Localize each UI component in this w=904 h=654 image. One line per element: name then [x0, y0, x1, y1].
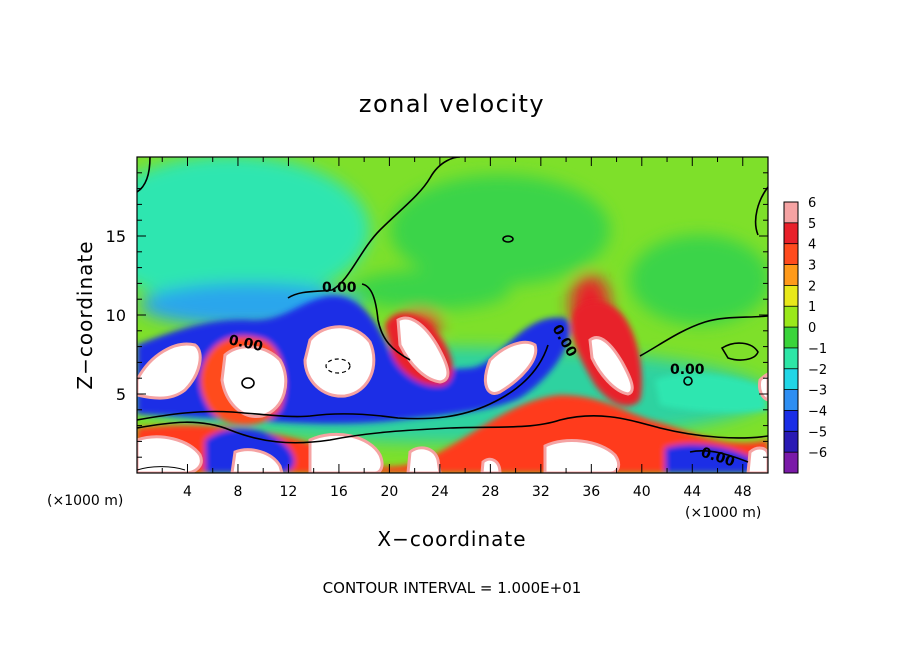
y-tick-label: 10 — [106, 306, 126, 325]
x-tick-label: 48 — [734, 484, 752, 500]
y-axis: 5 10 15 — [106, 172, 768, 458]
x-tick-label: 12 — [280, 484, 298, 500]
contour-right-edge — [754, 186, 768, 236]
x-axis: 4 8 12 16 20 24 28 32 36 40 44 48 — [161, 157, 752, 500]
contour-zero-upper-b — [361, 283, 411, 361]
colorbar-label: 0 — [808, 321, 816, 336]
x-tick-label: 32 — [532, 484, 550, 500]
white-cell-9 — [230, 448, 284, 473]
cyan-patch-right — [655, 373, 768, 413]
colorbar-label: −5 — [808, 425, 827, 440]
contour-lower-right — [689, 450, 749, 463]
colorbar-label: −6 — [808, 446, 827, 461]
colorbar-swatch — [784, 431, 798, 453]
blue-cell-right — [665, 444, 755, 473]
x-tick-label: 4 — [183, 484, 192, 500]
contour-zero-right — [639, 315, 768, 357]
colorbar-swatch — [784, 264, 798, 286]
white-cells — [137, 316, 768, 473]
contour-interval-text: CONTOUR INTERVAL = 1.000E+01 — [323, 579, 582, 597]
contour-right-blobs — [720, 342, 759, 361]
chart-title: zonal velocity — [359, 90, 545, 118]
contour-label: 0.00 — [227, 332, 264, 355]
colorbar-swatch — [784, 306, 798, 328]
white-cell-6 — [588, 336, 634, 396]
contour-bottom-left — [137, 466, 186, 471]
colorbar-swatch — [784, 243, 798, 266]
contour-zero-low — [137, 344, 549, 421]
white-cell-5 — [484, 340, 538, 395]
contour-zero-upper — [287, 157, 461, 299]
colorbar-label: 1 — [808, 300, 816, 315]
field-mid-green — [350, 270, 510, 310]
field-center-green — [390, 175, 610, 285]
contour-small-loop-1 — [502, 235, 514, 243]
white-cell-1 — [137, 342, 202, 400]
colorbar-label: −2 — [808, 363, 827, 378]
colorbar-swatch — [784, 389, 798, 411]
colorbar-label: 4 — [808, 238, 816, 253]
colorbar-swatch — [784, 327, 798, 349]
y-tick-label: 15 — [106, 227, 126, 246]
colorbar-swatch — [784, 285, 798, 307]
colorbar-label: 3 — [808, 259, 816, 274]
colorbar-label: −1 — [808, 342, 827, 357]
x-tick-label: 36 — [582, 484, 600, 500]
contour-small-loop-3 — [683, 376, 693, 386]
contour-left-edge — [137, 157, 151, 193]
colorbar-label: 6 — [808, 196, 816, 211]
x-tick-label: 8 — [233, 484, 242, 500]
contour-label: 0.00 — [670, 362, 705, 378]
colorbar-label: 5 — [808, 217, 816, 232]
plot-area: 0.00 0.00 0.00 0.00 0.00 — [137, 157, 768, 473]
z-unit-label: (×1000 m) — [685, 505, 761, 521]
colorbar-swatch — [784, 452, 798, 474]
contour-dashed-loop — [325, 358, 351, 374]
x-tick-label: 20 — [380, 484, 398, 500]
white-cell-3 — [303, 325, 376, 398]
colorbar-swatch — [784, 368, 798, 391]
contour-lines — [137, 157, 768, 471]
x-tick-label: 28 — [481, 484, 499, 500]
white-cell-14 — [746, 446, 768, 473]
colorbar-swatch — [784, 222, 798, 245]
field-right-green — [630, 235, 768, 325]
x-tick-label: 40 — [633, 484, 651, 500]
x-tick-label: 44 — [683, 484, 701, 500]
colorbar-swatch — [784, 202, 798, 224]
y-axis-label: Z−coordinate — [73, 240, 97, 389]
colorbar-swatch — [784, 347, 798, 370]
x-tick-label: 16 — [330, 484, 348, 500]
contour-small-loop-2 — [241, 377, 255, 389]
white-cell-4 — [396, 316, 450, 384]
colorbar-label: −4 — [808, 404, 827, 419]
colorbar-label: 2 — [808, 279, 816, 294]
contour-label: 0.00 — [322, 280, 357, 296]
x-tick-label: 24 — [431, 484, 449, 500]
colorbar-swatch — [784, 410, 798, 432]
field-upper-left-cyan — [137, 157, 370, 305]
x-unit-label: (×1000 m) — [47, 493, 123, 509]
y-tick-label: 5 — [116, 385, 126, 404]
colorbar: 6 5 4 3 2 1 0 −1 −2 −3 −4 −5 −6 — [783, 196, 827, 474]
x-axis-label: X−coordinate — [377, 527, 526, 551]
white-cell-12 — [480, 457, 502, 473]
contour-zero-mid — [137, 415, 768, 444]
colorbar-label: −3 — [808, 384, 827, 399]
